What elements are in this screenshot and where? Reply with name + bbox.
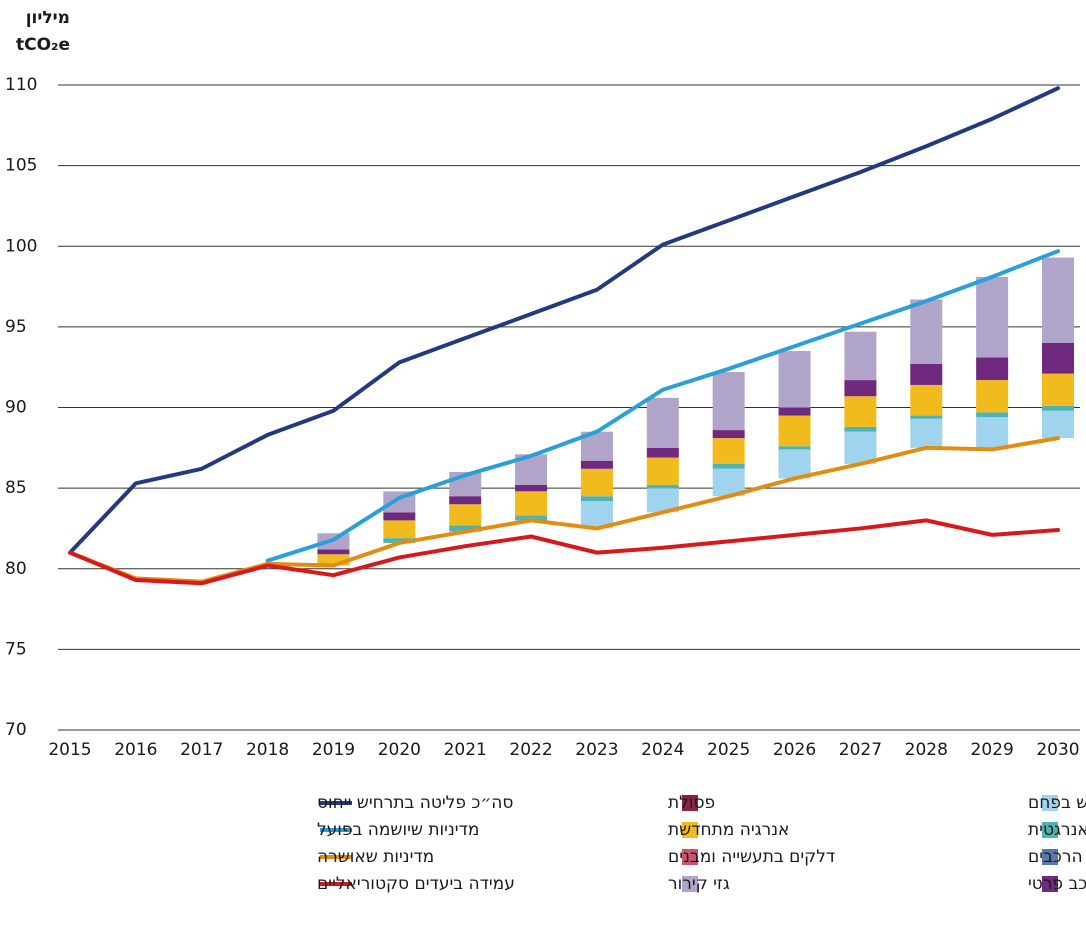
y-axis-title: tCO₂e: [16, 35, 70, 55]
bar-segment: [1042, 343, 1074, 374]
y-tick-label: 85: [5, 478, 27, 498]
bar-segment: [712, 438, 745, 464]
bar-segment: [1042, 405, 1074, 411]
y-tick-label: 105: [5, 156, 37, 176]
bar-segment: [317, 549, 350, 555]
x-tick-label: 2023: [575, 740, 618, 760]
bar-segment: [778, 446, 811, 450]
bar-segment: [646, 397, 679, 448]
y-tick-label: 75: [5, 639, 27, 659]
legend-swatch: [1042, 849, 1058, 865]
legend-label: אנרגיה מתחדשת: [668, 820, 789, 840]
legend-label: צמצום הנסועה ברכב פרטי: [1028, 874, 1086, 894]
x-tick-label: 2027: [839, 740, 882, 760]
line: [68, 518, 1060, 586]
legend-label: גזי קירור: [668, 874, 730, 894]
legend-swatch: [1042, 876, 1058, 892]
bar-segment: [646, 447, 679, 458]
x-tick-label: 2022: [509, 740, 552, 760]
legend-label: מדיניות שאושרה: [317, 847, 434, 867]
x-tick-label: 2019: [312, 740, 355, 760]
bar-segment: [778, 407, 811, 416]
bar-segment: [646, 484, 679, 489]
x-tick-label: 2016: [114, 740, 157, 760]
bar-segment: [449, 525, 482, 532]
bar-segment: [976, 276, 1009, 358]
legend-label: פסולת: [668, 793, 715, 813]
bar-segment: [778, 351, 811, 408]
bar-segment: [844, 331, 877, 381]
bar-segment: [515, 484, 548, 492]
bar-segment: [910, 418, 943, 448]
bar-segment: [778, 449, 811, 479]
bar-segment: [580, 468, 613, 497]
bar-segment: [449, 504, 482, 526]
x-tick-label: 2026: [773, 740, 816, 760]
bar-segment: [910, 415, 943, 419]
bar-segment: [383, 512, 416, 521]
bar-segment: [646, 457, 679, 485]
y-tick-label: 95: [5, 317, 27, 337]
x-tick-label: 2018: [246, 740, 289, 760]
bar-segment: [910, 363, 943, 385]
bar-segment: [712, 430, 745, 439]
bar-segment: [515, 515, 548, 521]
bar-segment: [910, 299, 943, 364]
bar-segment: [712, 463, 745, 469]
legend-label: צמצום השימוש בפחם: [1028, 793, 1086, 813]
bar-segment: [515, 491, 548, 516]
legend-swatch: [682, 849, 698, 865]
x-tick-label: 2021: [444, 740, 487, 760]
legend-label: שינוי תמהיל הרכבים: [1028, 847, 1086, 867]
bar-segment: [976, 357, 1009, 381]
legend-swatch: [682, 876, 698, 892]
bar-segment: [383, 520, 416, 539]
bar-segment: [1042, 373, 1074, 406]
line: [265, 249, 1060, 563]
bar-segment: [1042, 410, 1074, 439]
bar-segment: [844, 431, 877, 464]
legend-label: מדיניות שיושמה בפועל: [317, 820, 479, 840]
bar-segment: [976, 417, 1009, 450]
bar-segment: [449, 496, 482, 505]
x-tick-label: 2017: [180, 740, 223, 760]
legend-label: התייעלות אנרגטית: [1028, 820, 1086, 840]
bar-segment: [1042, 257, 1074, 343]
bar-segment: [778, 415, 811, 447]
x-tick-label: 2020: [378, 740, 421, 760]
legend-label: דלקים בתעשייה ומבנים: [668, 847, 835, 867]
bar-segment: [580, 460, 613, 469]
bar-segment: [844, 380, 877, 397]
y-axis-title: מיליון: [26, 8, 70, 28]
legend-swatch: [682, 822, 698, 838]
bar-segment: [844, 426, 877, 432]
y-tick-label: 110: [5, 75, 37, 95]
legend-swatch: [1042, 795, 1058, 811]
bar-segment: [712, 372, 745, 431]
bar-segment: [910, 384, 943, 416]
x-tick-label: 2024: [641, 740, 684, 760]
y-tick-label: 70: [5, 720, 27, 740]
bar-segment: [580, 496, 613, 502]
x-tick-label: 2028: [905, 740, 948, 760]
x-tick-label: 2029: [971, 740, 1014, 760]
bar-segment: [844, 396, 877, 427]
bar-segment: [317, 554, 350, 566]
legend-swatch: [682, 795, 698, 811]
bar-segment: [383, 538, 416, 543]
y-tick-label: 90: [5, 398, 27, 418]
x-tick-label: 2030: [1036, 740, 1079, 760]
line: [68, 86, 1060, 555]
legend-swatch: [1042, 822, 1058, 838]
y-tick-label: 100: [5, 236, 37, 256]
legend-label: סה״כ פליטה בתרחיש ייחוס: [317, 793, 513, 813]
bar-segment: [976, 412, 1009, 418]
bar-segment: [976, 380, 1009, 413]
y-tick-label: 80: [5, 559, 27, 579]
x-tick-label: 2025: [707, 740, 750, 760]
legend-label: עמידה ביעדים סקטוריאליים: [317, 874, 515, 894]
x-tick-label: 2015: [48, 740, 91, 760]
